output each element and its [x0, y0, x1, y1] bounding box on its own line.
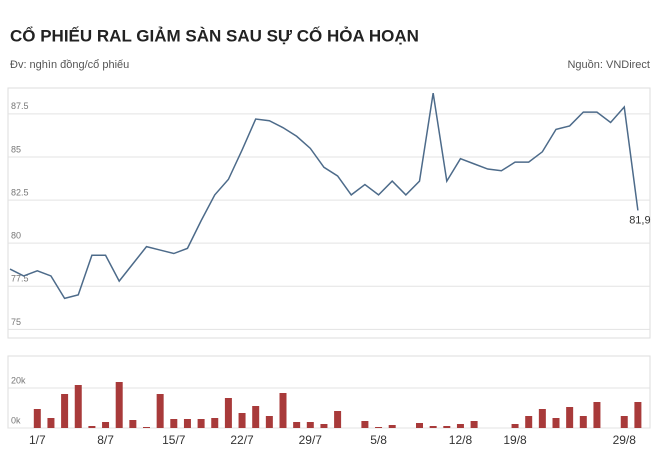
volume-bar	[579, 416, 587, 428]
volume-bar	[129, 420, 137, 428]
volume-bar	[511, 424, 519, 428]
volume-bar	[470, 421, 478, 428]
x-tick-label: 29/7	[299, 433, 323, 447]
x-tick-label: 1/7	[29, 433, 46, 447]
volume-bar	[279, 393, 287, 428]
volume-bar	[293, 422, 301, 428]
volume-bar	[156, 394, 164, 428]
volume-bar	[33, 409, 41, 428]
price-line	[9, 93, 639, 300]
volume-bar	[388, 425, 396, 428]
volume-bar	[183, 419, 191, 428]
volume-bar	[593, 402, 601, 428]
volume-bar	[143, 427, 150, 428]
volume-bar	[170, 419, 178, 428]
volume-bar	[61, 394, 69, 428]
volume-bar	[238, 413, 246, 428]
volume-bar	[102, 422, 110, 428]
x-tick-label: 15/7	[162, 433, 186, 447]
volume-bar	[211, 418, 219, 428]
volume-bar	[74, 385, 82, 428]
volume-bar	[634, 402, 642, 428]
volume-bar	[552, 418, 560, 428]
volume-bar	[306, 422, 314, 428]
volume-bar	[525, 416, 533, 428]
y-tick-label: 87.5	[11, 101, 29, 111]
x-tick-label: 29/8	[613, 433, 637, 447]
volume-bar	[456, 424, 464, 428]
y-tick-label: 75	[11, 317, 21, 327]
source-label: Nguồn: VNDirect	[567, 59, 650, 71]
volume-bar	[620, 416, 628, 428]
chart-title: CỔ PHIẾU RAL GIẢM SÀN SAU SỰ CỐ HỎA HOẠN	[10, 25, 419, 45]
price-panel	[7, 87, 651, 339]
volume-bar	[265, 416, 273, 428]
volume-bar	[538, 409, 546, 428]
y-tick-label: 77.5	[11, 274, 29, 284]
y-tick-label: 20k	[11, 375, 26, 385]
x-tick-label: 5/8	[370, 433, 387, 447]
volume-bar	[429, 426, 437, 428]
volume-bar	[320, 424, 328, 428]
volume-panel	[7, 355, 651, 429]
y-tick-label: 85	[11, 144, 21, 154]
value-label: 81,9	[629, 214, 650, 226]
volume-bar	[361, 421, 369, 428]
volume-bar	[47, 418, 55, 428]
y-tick-label: 80	[11, 231, 21, 241]
unit-label: Đv: nghìn đồng/cổ phiếu	[10, 59, 129, 71]
volume-bar	[197, 419, 205, 428]
volume-bar	[224, 398, 232, 428]
y-tick-label: 82.5	[11, 187, 29, 197]
volume-bar	[566, 407, 574, 428]
x-tick-label: 22/7	[230, 433, 254, 447]
y-tick-label: 0k	[11, 415, 21, 425]
x-tick-label: 12/8	[449, 433, 473, 447]
volume-bar	[416, 423, 423, 428]
volume-bar	[443, 426, 451, 428]
volume-bar	[88, 426, 96, 428]
volume-bar	[334, 411, 342, 428]
x-tick-label: 8/7	[97, 433, 114, 447]
x-tick-label: 19/8	[503, 433, 527, 447]
volume-bar	[115, 382, 123, 428]
volume-bar	[375, 427, 383, 428]
volume-bar	[252, 406, 260, 428]
